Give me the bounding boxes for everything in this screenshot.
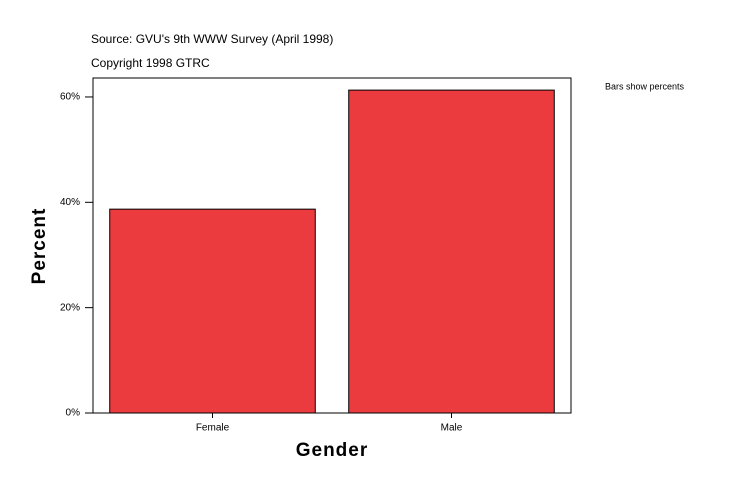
x-tick-label: Female [196,423,230,434]
bar [109,208,316,414]
y-tick-label: 40% [60,197,80,208]
x-axis-title: Gender [296,440,369,461]
source: Source: GVU's 9th WWW Survey (April 1998… [91,32,333,46]
y-axis-title: Percent [29,208,50,285]
y-tick-label: 20% [60,302,80,313]
y-tick-label: 60% [60,92,80,103]
bar [348,89,555,414]
note: Bars show percents [605,81,685,91]
plot-frame [92,77,572,414]
x-tick-label: Male [441,423,463,434]
y-tick-label: 0% [66,408,81,419]
copyright: Copyright 1998 GTRC [91,56,210,70]
